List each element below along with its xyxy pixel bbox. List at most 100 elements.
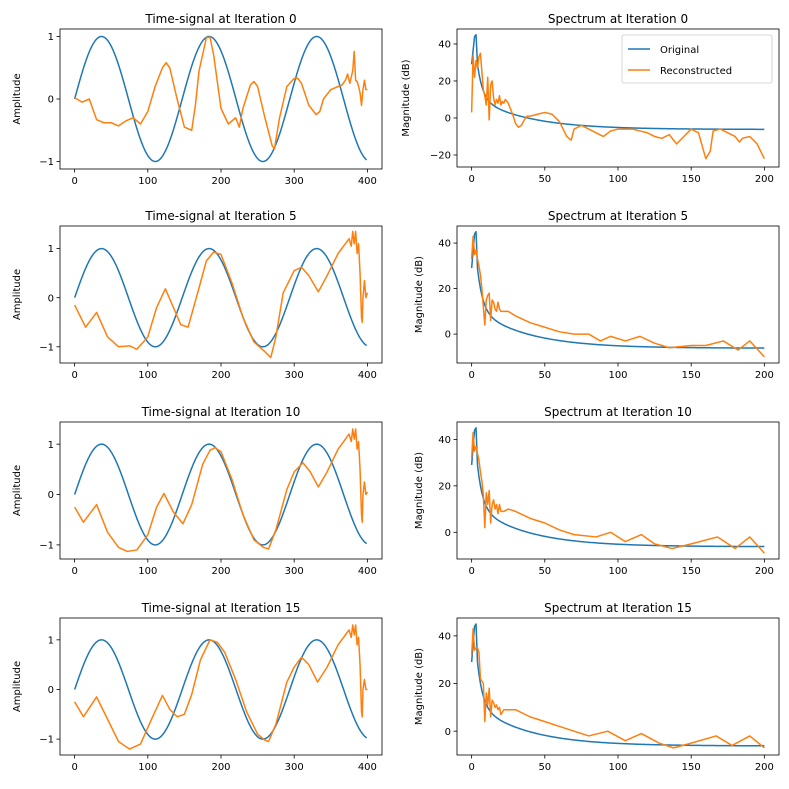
series-line-reconstructed	[73, 230, 369, 359]
x-tick-label: 400	[358, 176, 377, 187]
x-tick-label: 50	[538, 762, 551, 773]
panel-title: Spectrum at Iteration 0	[548, 12, 688, 26]
x-tick-label: 200	[211, 370, 230, 381]
x-tick-label: 100	[138, 566, 157, 577]
x-tick-label: 200	[211, 762, 230, 773]
y-tick-label: 0	[48, 490, 54, 501]
y-tick-label: −1	[39, 342, 54, 353]
x-tick-label: 0	[468, 566, 474, 577]
series-line-reconstructed	[470, 627, 765, 749]
y-tick-label: 0	[445, 114, 451, 125]
series-line-reconstructed	[73, 624, 368, 750]
x-tick-label: 200	[211, 176, 230, 187]
y-tick-label: 1	[48, 32, 54, 43]
x-tick-label: 50	[538, 370, 551, 381]
panel-title: Time-signal at Iteration 0	[144, 12, 296, 26]
y-tick-label: 40	[438, 239, 451, 250]
panel-title: Time-signal at Iteration 10	[141, 405, 301, 419]
x-tick-label: 200	[755, 566, 774, 577]
y-tick-label: 0	[48, 685, 54, 696]
y-axis-label: Amplitude	[12, 73, 23, 124]
panel-spectrum-10: 0 50 100 150 200 0 20 40 Spectrum at Iteration 1…	[414, 405, 780, 577]
x-tick-label: 100	[608, 762, 627, 773]
y-axis-label: Magnitude (dB)	[414, 256, 425, 333]
x-tick-label: 0	[468, 370, 474, 381]
x-tick-label: 200	[755, 762, 774, 773]
y-tick-label: 20	[438, 481, 451, 492]
y-tick-label: 0	[48, 95, 54, 106]
series-line-reconstructed	[470, 235, 765, 358]
y-tick-label: 40	[438, 40, 451, 51]
x-tick-label: 100	[608, 174, 627, 185]
x-tick-label: 0	[71, 370, 77, 381]
y-axis-label: Amplitude	[12, 661, 23, 712]
y-axis-label: Magnitude (dB)	[414, 648, 425, 725]
axes-frame	[59, 225, 383, 364]
y-tick-label: −20	[430, 151, 451, 162]
axes-frame	[456, 225, 780, 364]
x-tick-label: 150	[682, 370, 701, 381]
x-tick-label: 400	[358, 566, 377, 577]
y-tick-label: 1	[48, 440, 54, 451]
series-line-reconstructed	[73, 428, 369, 553]
panel-time-15: 0 100 200 300 400 −1 0 1 Time-signal at Iteratio…	[12, 601, 383, 773]
panel-time-5: 0 100 200 300 400 −1 0 1 Time-signal at Iteratio…	[12, 209, 383, 381]
x-tick-label: 0	[71, 762, 77, 773]
panel-spectrum-0: 0 50 100 150 200 −20 0 20 40 Spectrum at Iteratio…	[401, 12, 780, 185]
panel-spectrum-5: 0 50 100 150 200 0 20 40 Spectrum at Iteration 5…	[414, 209, 780, 381]
y-axis-label: Amplitude	[12, 465, 23, 516]
panel-title: Spectrum at Iteration 10	[544, 405, 692, 419]
y-axis-label: Amplitude	[12, 269, 23, 320]
y-tick-label: 40	[438, 435, 451, 446]
x-tick-label: 50	[538, 566, 551, 577]
y-tick-label: 0	[445, 330, 451, 341]
x-tick-label: 400	[358, 762, 377, 773]
legend: Original Reconstructed	[621, 34, 773, 84]
series-line-original	[470, 33, 765, 131]
x-tick-label: 100	[138, 762, 157, 773]
x-tick-label: 50	[538, 174, 551, 185]
y-axis-label: Magnitude (dB)	[414, 452, 425, 529]
x-tick-label: 150	[682, 174, 701, 185]
x-tick-label: 300	[285, 370, 304, 381]
series-line-original	[470, 230, 765, 349]
panel-time-10: 0 100 200 300 400 −1 0 1 Time-signal at Iteratio…	[12, 405, 383, 577]
y-tick-label: 1	[48, 635, 54, 646]
x-tick-label: 300	[285, 762, 304, 773]
x-tick-label: 200	[211, 566, 230, 577]
x-tick-label: 100	[608, 566, 627, 577]
axes-frame	[456, 421, 780, 560]
x-tick-label: 150	[682, 566, 701, 577]
series-line-original	[73, 35, 368, 163]
y-tick-label: 0	[445, 727, 451, 738]
x-tick-label: 0	[468, 174, 474, 185]
y-tick-label: −1	[39, 157, 54, 168]
series-line-original	[73, 639, 368, 740]
x-tick-label: 100	[608, 370, 627, 381]
y-tick-label: 20	[438, 284, 451, 295]
legend-label: Original	[660, 45, 699, 56]
x-tick-label: 400	[358, 370, 377, 381]
axes-frame	[59, 617, 383, 756]
panel-title: Time-signal at Iteration 15	[141, 601, 301, 615]
y-axis-label: Magnitude (dB)	[401, 59, 412, 136]
x-tick-label: 0	[468, 762, 474, 773]
x-tick-label: 100	[138, 176, 157, 187]
series-line-reconstructed	[470, 431, 765, 554]
x-tick-label: 200	[755, 174, 774, 185]
x-tick-label: 100	[138, 370, 157, 381]
legend-box	[621, 34, 773, 84]
y-tick-label: 20	[438, 679, 451, 690]
y-tick-label: 0	[48, 293, 54, 304]
x-tick-label: 200	[755, 370, 774, 381]
series-line-reconstructed	[470, 52, 766, 160]
x-tick-label: 300	[285, 176, 304, 187]
y-tick-label: 40	[438, 631, 451, 642]
y-tick-label: −1	[39, 540, 54, 551]
series-line-original	[73, 247, 368, 348]
panel-title: Spectrum at Iteration 5	[548, 209, 688, 223]
x-tick-label: 0	[71, 176, 77, 187]
series-line-reconstructed	[74, 36, 368, 150]
series-line-original	[470, 427, 765, 548]
